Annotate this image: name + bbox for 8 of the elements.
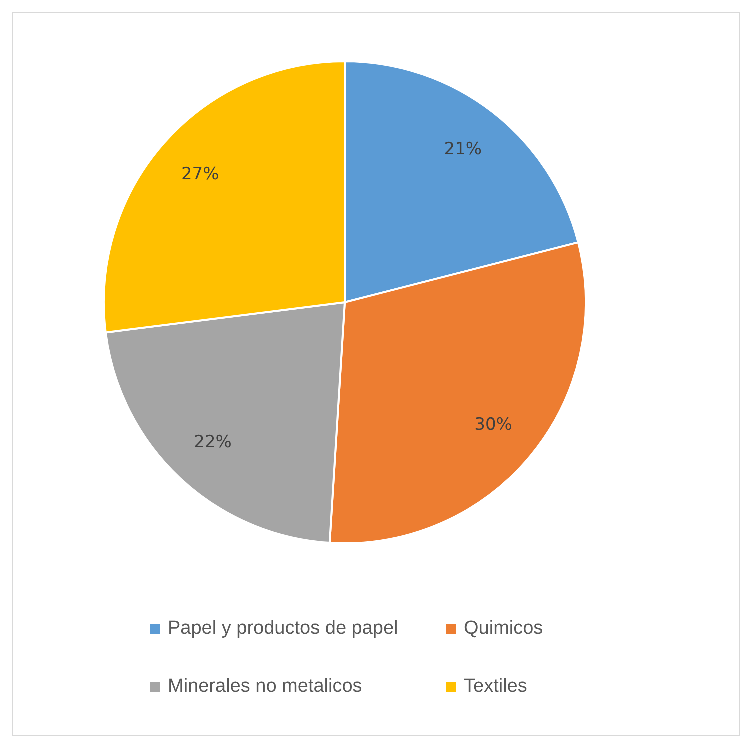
legend-label: Minerales no metalicos [168,676,362,698]
data-label: 30% [474,414,512,435]
legend-label: Textiles [464,676,528,698]
data-label: 27% [181,164,220,184]
legend-label: Quimicos [464,618,544,640]
data-label: 21% [444,140,482,160]
legend-label: Papel y productos de papel [168,618,398,640]
data-label: 22% [194,432,232,452]
